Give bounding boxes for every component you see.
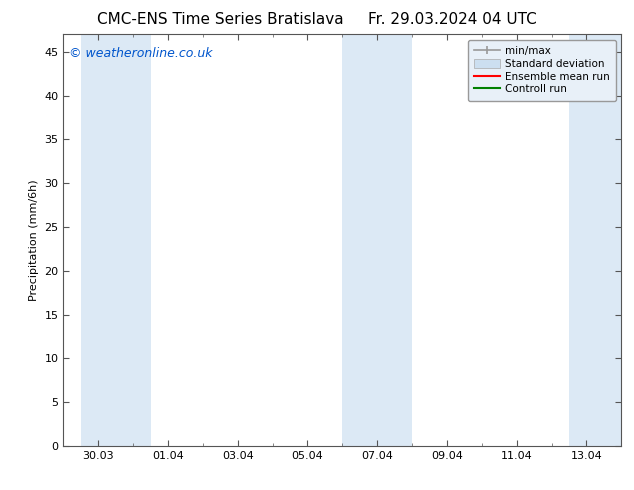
Bar	[342, 34, 412, 446]
Bar	[81, 34, 150, 446]
Text: © weatheronline.co.uk: © weatheronline.co.uk	[69, 47, 212, 60]
Y-axis label: Precipitation (mm/6h): Precipitation (mm/6h)	[29, 179, 39, 301]
Text: CMC-ENS Time Series Bratislava     Fr. 29.03.2024 04 UTC: CMC-ENS Time Series Bratislava Fr. 29.03…	[97, 12, 537, 27]
Bar	[569, 34, 621, 446]
Legend: min/max, Standard deviation, Ensemble mean run, Controll run: min/max, Standard deviation, Ensemble me…	[468, 40, 616, 101]
